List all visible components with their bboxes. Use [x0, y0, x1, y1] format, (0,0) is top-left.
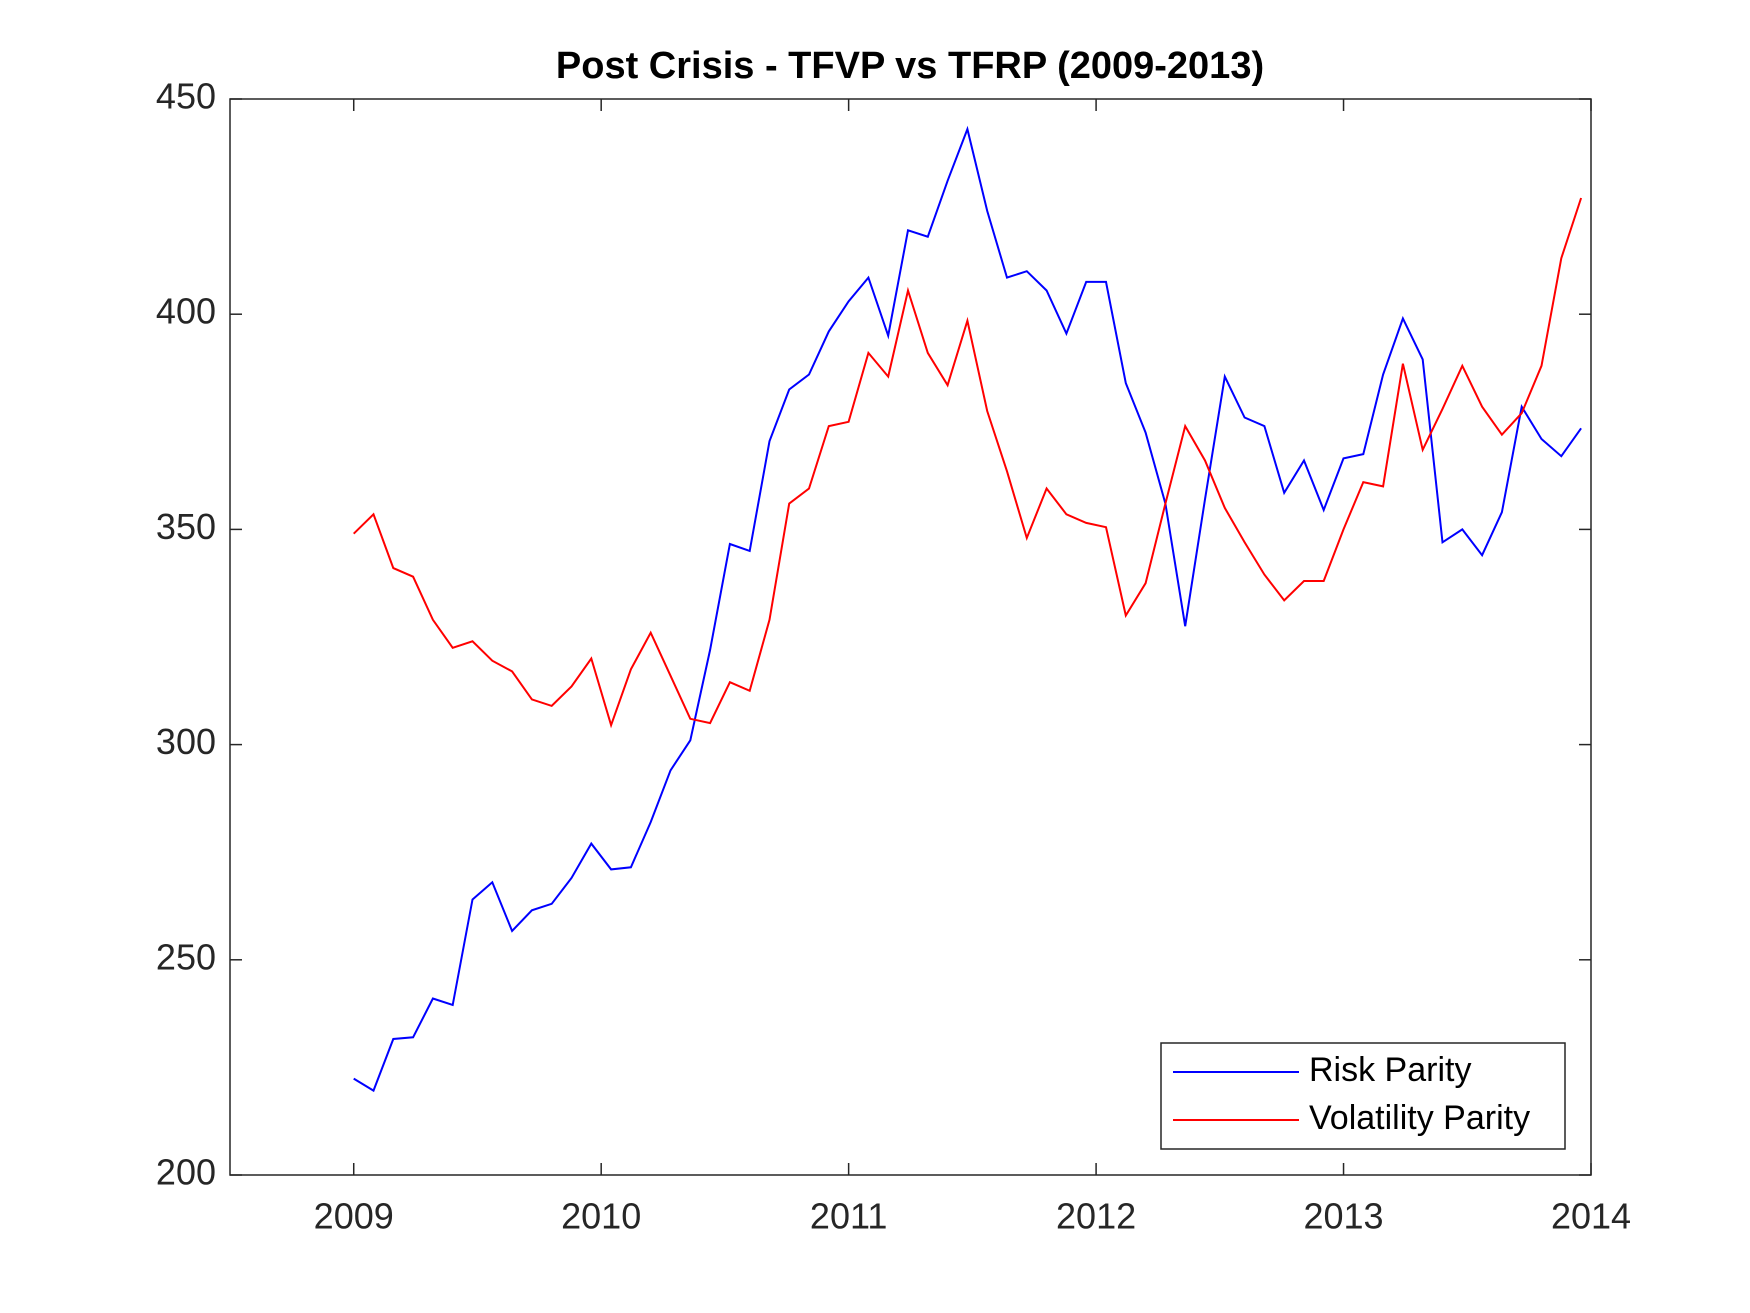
legend-label: Volatility Parity [1309, 1099, 1530, 1137]
x-tick-label: 2013 [1303, 1196, 1383, 1237]
x-tick-label: 2009 [314, 1196, 394, 1237]
x-tick-label: 2011 [810, 1196, 887, 1237]
x-tick-label: 2012 [1056, 1196, 1136, 1237]
y-tick-label: 300 [156, 721, 216, 762]
y-tick-label: 450 [156, 76, 216, 117]
x-tick-label: 2010 [561, 1196, 641, 1237]
y-tick-label: 350 [156, 506, 216, 547]
y-tick-label: 250 [156, 936, 216, 977]
y-tick-label: 200 [156, 1152, 216, 1193]
legend-box [1160, 1042, 1566, 1150]
x-tick-label: 2014 [1551, 1196, 1631, 1237]
chart-title: Post Crisis - TFVP vs TFRP (2009-2013) [556, 45, 1264, 87]
plot-frame [229, 98, 1592, 1176]
line-series [353, 125, 1582, 1093]
y-tick-label: 400 [156, 291, 216, 332]
legend-label: Risk Parity [1309, 1051, 1471, 1089]
line-series [353, 197, 1583, 729]
